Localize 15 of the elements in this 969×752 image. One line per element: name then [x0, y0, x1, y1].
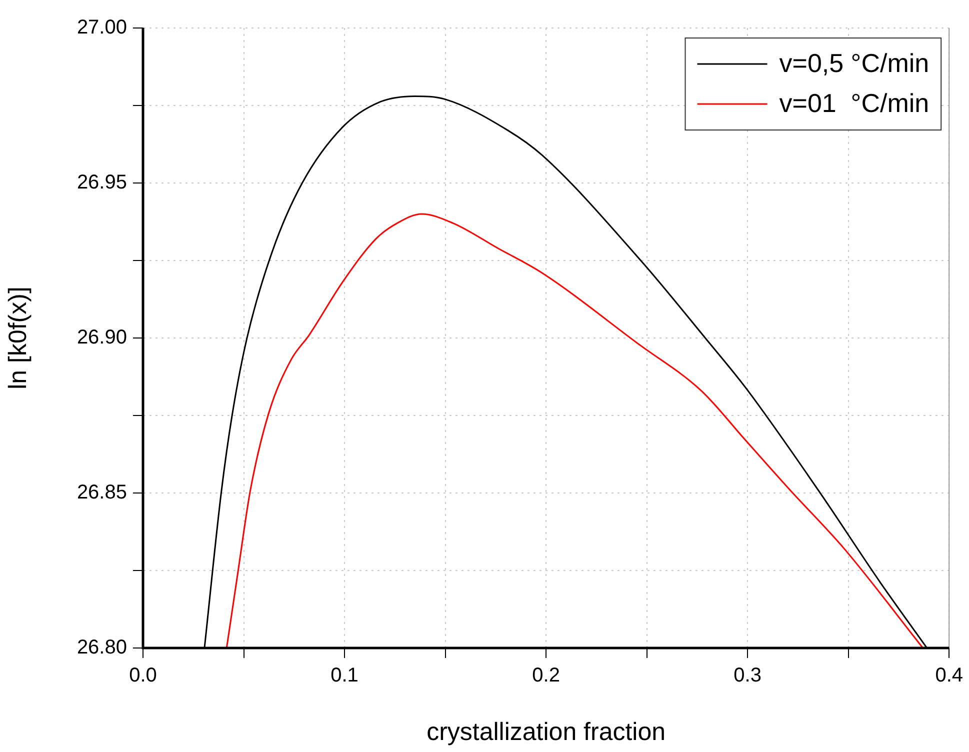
y-tick-label: 26.80	[76, 636, 127, 659]
x-tick-label: 0.4	[935, 664, 964, 687]
x-tick-label: 0.2	[532, 664, 560, 687]
x-tick-label: 0.1	[330, 664, 358, 687]
x-axis-title: crystallization fraction	[426, 718, 666, 746]
line-series	[226, 213, 924, 648]
legend-label: v=01 °C/min	[779, 88, 930, 118]
y-tick-label: 26.90	[76, 326, 127, 349]
y-tick-label: 27.00	[76, 16, 127, 39]
x-tick-label: 0.3	[734, 664, 762, 687]
y-tick-label: 26.95	[76, 172, 127, 194]
x-tick-label: 0.0	[129, 664, 157, 687]
y-axis-title: ln [k0f(x)]	[4, 286, 32, 390]
y-tick-label: 26.85	[76, 482, 127, 504]
legend-label: v=0,5 °C/min	[779, 48, 930, 78]
